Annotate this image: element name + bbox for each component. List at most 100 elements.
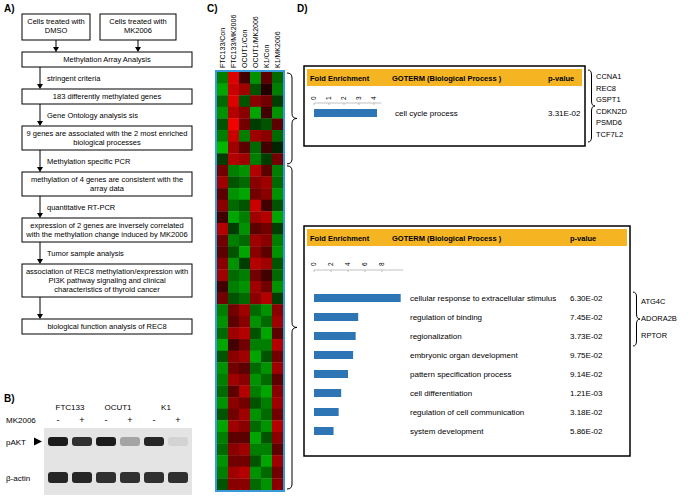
heat-cell bbox=[217, 362, 228, 374]
category-label: cell differentiation bbox=[410, 389, 472, 398]
text-line: 183 differently methylated genes bbox=[53, 92, 162, 101]
arrow-head bbox=[37, 314, 43, 319]
heat-cell bbox=[250, 258, 261, 270]
text-line: characteristics of thyroid cancer bbox=[54, 285, 160, 294]
heat-cell bbox=[239, 211, 250, 223]
heat-cell bbox=[250, 374, 261, 386]
heat-cell bbox=[261, 351, 272, 363]
gene-label: GSPT1 bbox=[596, 95, 621, 104]
axis-line bbox=[314, 103, 382, 104]
band bbox=[168, 437, 188, 446]
heat-cell bbox=[217, 188, 228, 200]
bar bbox=[314, 351, 353, 359]
heat-cell bbox=[239, 281, 250, 293]
column-label: K1/Con bbox=[263, 45, 270, 68]
heat-cell bbox=[261, 72, 272, 84]
heat-cell bbox=[217, 293, 228, 305]
header-text: p-value bbox=[570, 234, 596, 243]
arrow-shaft bbox=[138, 40, 139, 48]
heat-cell bbox=[250, 339, 261, 351]
heat-cell bbox=[272, 327, 283, 339]
heat-cell bbox=[261, 95, 272, 107]
heat-cell bbox=[250, 269, 261, 281]
step-label: 9 genes are associated with the 2 most e… bbox=[27, 129, 188, 147]
bar bbox=[314, 109, 377, 117]
heat-cell bbox=[261, 327, 272, 339]
heat-cell bbox=[228, 258, 239, 270]
heat-cell bbox=[250, 362, 261, 374]
heat-cell bbox=[239, 351, 250, 363]
heat-cell bbox=[261, 478, 272, 490]
heat-cell bbox=[217, 177, 228, 189]
heat-cell bbox=[239, 269, 250, 281]
heat-cell bbox=[228, 84, 239, 96]
heat-cell bbox=[217, 269, 228, 281]
heat-cell bbox=[272, 130, 283, 142]
heat-cell bbox=[250, 386, 261, 398]
heat-cell bbox=[217, 455, 228, 467]
heat-cell bbox=[250, 478, 261, 490]
heat-cell bbox=[228, 316, 239, 328]
heat-cell bbox=[217, 478, 228, 490]
heat-cell bbox=[228, 177, 239, 189]
heat-cell bbox=[239, 188, 250, 200]
text-line: biological function analysis of REC8 bbox=[47, 322, 166, 331]
band-label: β-actin bbox=[6, 474, 30, 483]
p-value: 9.14E-02 bbox=[570, 370, 603, 379]
heat-cell bbox=[272, 386, 283, 398]
panel-label: D) bbox=[297, 3, 308, 14]
text-line: expression of 2 genes are inversely corr… bbox=[30, 221, 183, 230]
heat-cell bbox=[239, 84, 250, 96]
heat-cell bbox=[217, 316, 228, 328]
heat-cell bbox=[261, 200, 272, 212]
heat-cell bbox=[272, 467, 283, 479]
tick-mark bbox=[344, 103, 345, 105]
heat-cell bbox=[217, 107, 228, 119]
treatment-label: MK2006 bbox=[6, 416, 36, 425]
heat-cell bbox=[228, 223, 239, 235]
heat-cell bbox=[250, 432, 261, 444]
category-label: cell cycle process bbox=[395, 109, 458, 118]
heat-cell bbox=[228, 142, 239, 154]
band bbox=[144, 437, 164, 446]
heat-cell bbox=[228, 409, 239, 421]
tick-label: 2 bbox=[327, 262, 334, 266]
heat-cell bbox=[217, 304, 228, 316]
text-line: with the methylation change induced by M… bbox=[25, 230, 187, 239]
band bbox=[120, 437, 140, 446]
p-value: 7.45E-02 bbox=[570, 313, 603, 322]
arrow-label: stringent criteria bbox=[47, 74, 101, 83]
tick-mark bbox=[329, 103, 330, 105]
heat-cell bbox=[228, 444, 239, 456]
header-text: Fold Enrichment bbox=[310, 234, 370, 243]
step-label: methylation of 4 genes are consistent wi… bbox=[31, 175, 183, 193]
step-label: association of REC8 methylation/expressi… bbox=[26, 267, 188, 294]
panel-label: C) bbox=[207, 3, 218, 14]
cluster-brace bbox=[287, 73, 297, 164]
step-label: 183 differently methylated genes bbox=[53, 92, 162, 101]
heat-cell bbox=[250, 153, 261, 165]
category-label: regulation of cell communication bbox=[410, 408, 524, 417]
heat-cell bbox=[272, 281, 283, 293]
heat-cell bbox=[239, 455, 250, 467]
text-line: Methylation Array Analysis bbox=[63, 55, 151, 64]
western-blot: FTC133-+OCUT1-+K1-+MK2006pAKTβ-actin bbox=[6, 403, 192, 495]
heat-cell bbox=[217, 72, 228, 84]
heatmap-border bbox=[216, 71, 284, 491]
heat-cell bbox=[272, 84, 283, 96]
heat-cell bbox=[272, 223, 283, 235]
table-header bbox=[307, 69, 582, 86]
heat-cell bbox=[228, 351, 239, 363]
heat-cell bbox=[217, 444, 228, 456]
heat-cell bbox=[272, 95, 283, 107]
heat-cell bbox=[228, 107, 239, 119]
heat-cell bbox=[272, 269, 283, 281]
heat-cell bbox=[239, 142, 250, 154]
column-label: FTC133/MK2006 bbox=[230, 15, 237, 68]
heat-cell bbox=[272, 177, 283, 189]
heat-cell bbox=[239, 235, 250, 247]
start-label: Cells treated withMK2006 bbox=[109, 17, 167, 35]
panel-label: A) bbox=[4, 3, 15, 14]
heat-cell bbox=[217, 153, 228, 165]
cell-line-label: FTC133 bbox=[56, 403, 85, 412]
